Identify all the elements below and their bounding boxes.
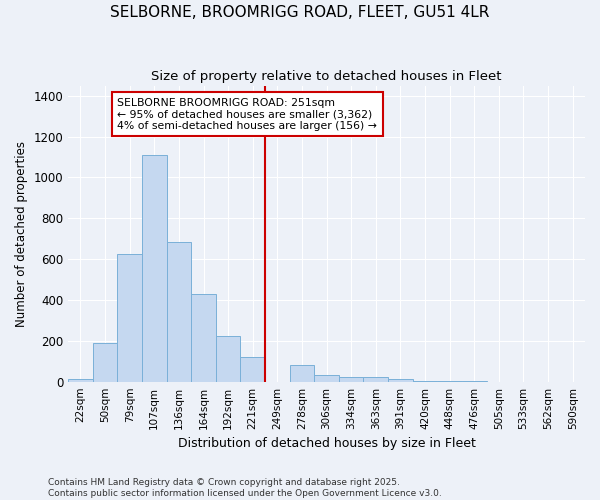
Text: Contains HM Land Registry data © Crown copyright and database right 2025.
Contai: Contains HM Land Registry data © Crown c… <box>48 478 442 498</box>
Bar <box>241 357 265 382</box>
Bar <box>290 366 314 382</box>
Bar <box>314 374 339 382</box>
Bar <box>339 376 364 382</box>
Y-axis label: Number of detached properties: Number of detached properties <box>15 140 28 326</box>
Bar <box>191 294 216 382</box>
Bar <box>216 336 241 382</box>
Title: Size of property relative to detached houses in Fleet: Size of property relative to detached ho… <box>151 70 502 83</box>
Bar <box>93 343 118 382</box>
Text: SELBORNE BROOMRIGG ROAD: 251sqm
← 95% of detached houses are smaller (3,362)
4% : SELBORNE BROOMRIGG ROAD: 251sqm ← 95% of… <box>118 98 377 131</box>
Bar <box>142 155 167 382</box>
Bar <box>413 380 437 382</box>
Bar <box>118 254 142 382</box>
Text: SELBORNE, BROOMRIGG ROAD, FLEET, GU51 4LR: SELBORNE, BROOMRIGG ROAD, FLEET, GU51 4L… <box>110 5 490 20</box>
Bar <box>68 378 93 382</box>
X-axis label: Distribution of detached houses by size in Fleet: Distribution of detached houses by size … <box>178 437 476 450</box>
Bar <box>364 376 388 382</box>
Bar <box>437 381 462 382</box>
Bar <box>167 242 191 382</box>
Bar <box>388 378 413 382</box>
